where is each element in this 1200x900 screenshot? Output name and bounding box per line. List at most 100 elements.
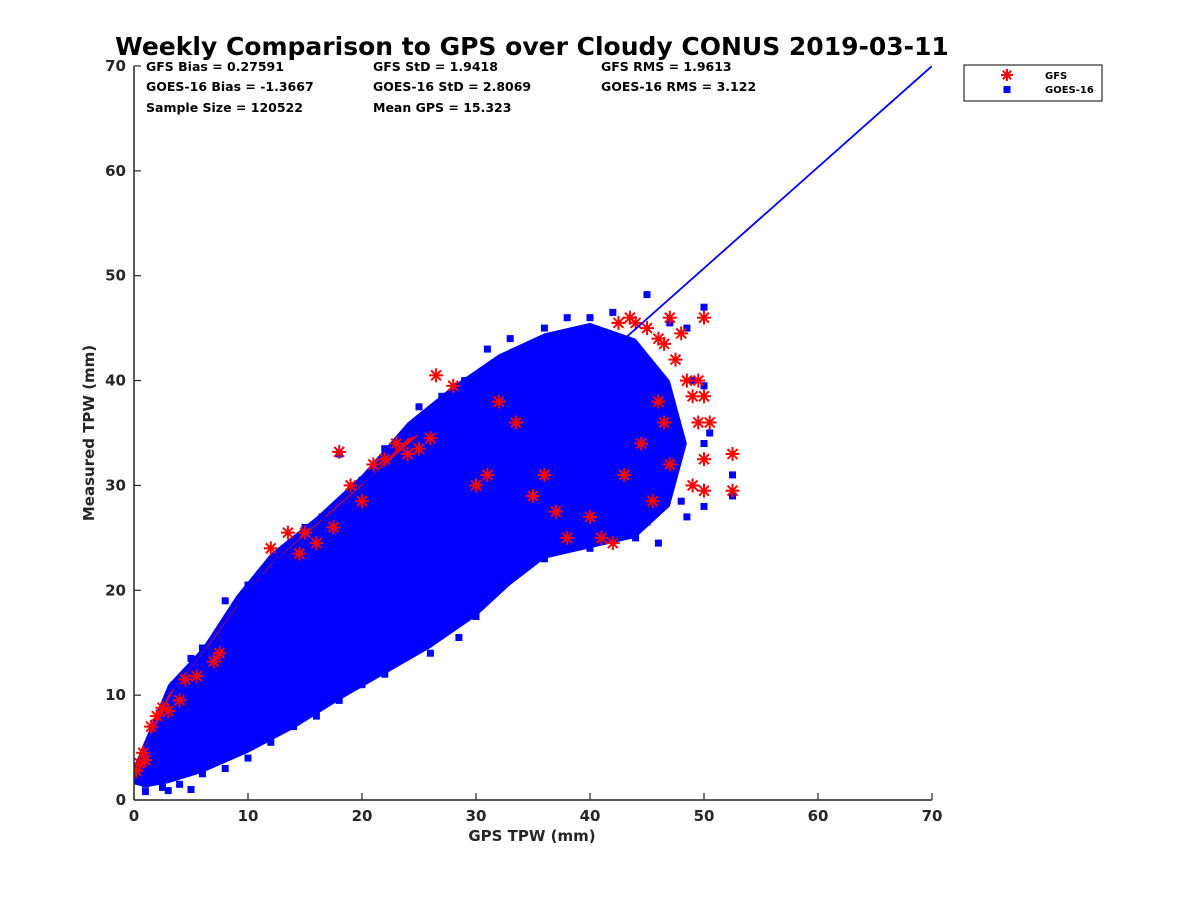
legend-gfs-marker	[1001, 69, 1013, 81]
goes-16-point	[290, 723, 298, 731]
legend-box	[963, 64, 1103, 102]
gfs-point	[651, 394, 666, 409]
x-tick-label: 40	[580, 807, 601, 825]
goes-16-point	[358, 476, 366, 484]
goes-16-point	[335, 696, 343, 704]
goes-16-point-cloud	[134, 322, 687, 788]
goes-16-point	[700, 382, 708, 390]
gfs-point	[617, 467, 632, 482]
stat-gfs-bias: GFS Bias = 0.27591	[146, 59, 284, 74]
gfs-point	[662, 457, 677, 472]
goes-16-point	[643, 291, 651, 299]
y-tick-label: 10	[105, 686, 126, 704]
legend: GFS GOES-16	[963, 64, 1103, 102]
goes-16-point	[415, 403, 423, 411]
goes-16-point	[461, 377, 469, 385]
stats-block: GFS Bias = 0.27591 GFS StD = 1.9418 GFS …	[146, 59, 756, 115]
gfs-point	[685, 478, 700, 493]
legend-goes-label: GOES-16	[1045, 85, 1094, 96]
gfs-point	[702, 415, 717, 430]
gfs-point	[355, 494, 369, 509]
goes-16-point	[187, 654, 195, 662]
y-tick-label: 30	[105, 476, 126, 494]
goes-16-point	[159, 783, 166, 791]
gfs-point	[725, 446, 740, 461]
x-tick-label: 0	[129, 807, 139, 825]
gfs-point	[526, 488, 540, 503]
gfs-point	[537, 467, 552, 482]
gfs-point	[412, 441, 426, 456]
stat-sample-size: Sample Size = 120522	[146, 100, 303, 115]
gfs-point	[594, 530, 609, 545]
y-tick-label: 70	[105, 57, 126, 75]
gfs-point	[583, 509, 597, 524]
y-tick-label: 20	[105, 581, 126, 599]
stat-mean-gps: Mean GPS = 15.323	[373, 100, 511, 115]
gfs-point	[280, 525, 295, 540]
x-tick-label: 60	[808, 807, 829, 825]
goes-16-point	[683, 513, 691, 521]
goes-16-point	[586, 544, 594, 552]
gfs-point	[662, 310, 677, 325]
goes-16-point	[677, 497, 685, 505]
goes-16-point	[654, 539, 662, 547]
stat-goes-std: GOES-16 StD = 2.8069	[373, 79, 531, 94]
x-tick-label: 70	[922, 807, 943, 825]
gfs-point	[292, 546, 307, 561]
goes-16-point	[426, 649, 434, 657]
legend-gfs-label: GFS	[1045, 71, 1067, 82]
gfs-point	[640, 321, 654, 336]
gfs-point	[491, 394, 506, 409]
goes-16-point	[700, 440, 708, 447]
goes-16-point	[563, 314, 571, 322]
x-tick-label: 30	[466, 807, 487, 825]
goes-16-point	[273, 565, 280, 573]
goes-16-point	[632, 534, 640, 542]
x-tick-label: 50	[694, 807, 715, 825]
goes-16-point	[729, 471, 736, 479]
gfs-point	[548, 504, 563, 519]
x-tick-label: 10	[238, 807, 259, 825]
chart-title: Weekly Comparison to GPS over Cloudy CON…	[115, 32, 949, 61]
y-axis-label: Measured TPW (mm)	[80, 345, 98, 521]
goes-16-point	[134, 775, 141, 783]
gfs-point	[136, 745, 151, 760]
gfs-point	[343, 478, 358, 493]
goes-16-point	[438, 628, 446, 636]
x-axis-label: GPS TPW (mm)	[468, 827, 595, 845]
legend-goes-marker	[1003, 86, 1011, 93]
goes-16-point	[244, 581, 252, 589]
goes-16-point	[187, 786, 195, 793]
gfs-point	[332, 444, 347, 459]
gfs-point	[691, 373, 706, 388]
goes-16-point	[683, 324, 691, 332]
goes-16-point	[381, 670, 389, 678]
gfs-point	[725, 483, 740, 498]
gfs-point	[469, 478, 483, 493]
gfs-point	[634, 436, 649, 451]
gfs-point	[138, 753, 153, 768]
gfs-point	[674, 326, 689, 341]
goes-16-point	[147, 733, 155, 741]
gfs-point	[161, 703, 176, 718]
y-tick-label: 60	[105, 162, 126, 180]
goes-16-point	[221, 597, 229, 605]
gfs-point	[149, 709, 164, 724]
y-tick-label: 50	[105, 267, 126, 285]
goes-16-point	[563, 544, 571, 552]
gfs-point	[309, 536, 324, 551]
goes-16-point	[706, 429, 714, 437]
goes-16-point	[164, 738, 172, 746]
goes-16-point	[267, 738, 275, 746]
goes-16-point	[700, 502, 708, 510]
gfs-point	[651, 331, 666, 346]
goes-16-point	[540, 324, 548, 332]
goes-16-point	[700, 303, 708, 311]
gfs-point	[691, 415, 706, 430]
gfs-point	[605, 536, 620, 551]
goes-16-point	[415, 644, 423, 652]
y-tick-label: 0	[116, 791, 126, 809]
goes-16-point	[358, 681, 366, 689]
goes-16-point	[153, 765, 161, 772]
goes-16-point	[312, 712, 320, 720]
